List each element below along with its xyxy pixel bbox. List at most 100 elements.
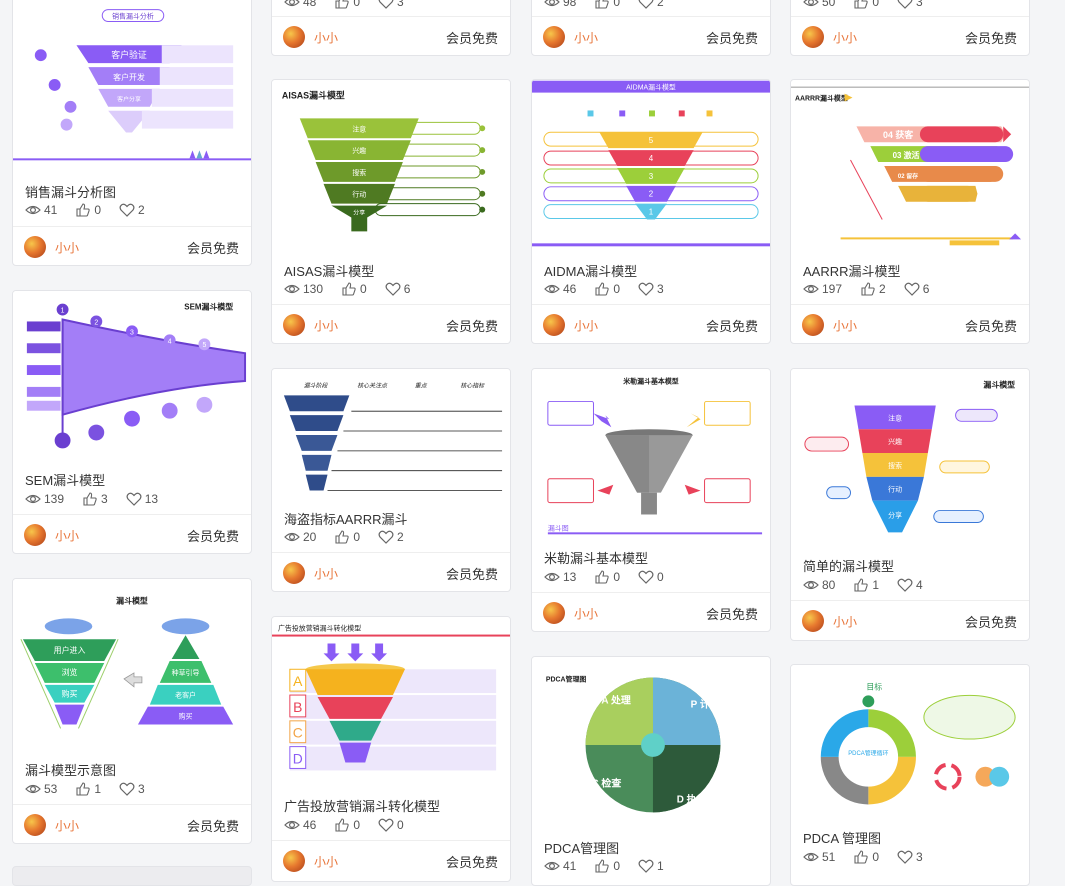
avatar[interactable]	[24, 524, 46, 546]
template-card[interactable]: AISAS漏斗模型 注意 兴趣 搜索 行动 分享 AISAS漏斗模型 130 0	[271, 79, 511, 344]
heart-icon[interactable]	[638, 859, 654, 873]
heart-icon[interactable]	[638, 0, 654, 9]
card-title[interactable]: 销售漏斗分析图	[25, 185, 117, 200]
thumbs-up-icon[interactable]	[334, 530, 350, 544]
template-card[interactable]: 广告投放营销漏斗转化模型 A B C D 广告投放营销漏斗转化模型 46	[271, 616, 511, 882]
thumbs-up-icon[interactable]	[594, 0, 610, 9]
thumbs-up-icon[interactable]	[860, 282, 876, 296]
thumb-letter-c: C	[293, 725, 303, 741]
heart-icon[interactable]	[385, 282, 401, 296]
card-stats: 41 0 1	[544, 857, 682, 875]
avatar[interactable]	[24, 814, 46, 836]
thumbs-up-icon[interactable]	[334, 0, 350, 9]
author-name[interactable]: 小小	[314, 855, 339, 869]
heart-icon[interactable]	[119, 782, 135, 796]
template-card[interactable]: 漏斗模型 用户进入 浏览 购买 种草引导 老客户 购买 漏斗模型示意图 53 1…	[12, 578, 252, 844]
card-thumbnail[interactable]: 漏斗模型 用户进入 浏览 购买 种草引导 老客户 购买	[13, 579, 251, 749]
card-title[interactable]: PDCA 管理图	[803, 831, 882, 846]
avatar[interactable]	[802, 26, 824, 48]
heart-icon[interactable]	[897, 578, 913, 592]
card-thumbnail[interactable]: 米勒漏斗基本模型 漏斗图	[532, 369, 770, 537]
author-name[interactable]: 小小	[574, 607, 599, 621]
template-card[interactable]: PDCA管理图 P 计划 D 执行 C 检查 A 处理 PDCA管理图 41 0…	[531, 656, 771, 886]
card-thumbnail[interactable]: 漏斗阶段 核心关注点 重点 核心指标	[272, 369, 510, 499]
card-title[interactable]: AISAS漏斗模型	[284, 264, 375, 279]
author-name[interactable]: 小小	[314, 319, 339, 333]
author-name[interactable]: 小小	[55, 819, 80, 833]
heart-icon[interactable]	[378, 0, 394, 9]
template-card[interactable]: 销售漏斗分析 客户验证 客户开发 客户分享 销售漏斗分析图 41 0 2	[12, 0, 252, 266]
avatar[interactable]	[802, 314, 824, 336]
template-card[interactable]: AIDMA漏斗模型 5 4 3 2 1 AIDMA漏斗模型 46 0	[531, 79, 771, 344]
heart-icon[interactable]	[126, 492, 142, 506]
card-thumbnail[interactable]: 目标 PDCA管理循环	[791, 665, 1029, 819]
card-title[interactable]: PDCA管理图	[544, 841, 620, 856]
author-name[interactable]: 小小	[314, 31, 339, 45]
avatar[interactable]	[543, 314, 565, 336]
heart-icon[interactable]	[638, 570, 654, 584]
avatar[interactable]	[283, 26, 305, 48]
heart-icon[interactable]	[378, 530, 394, 544]
thumbs-up-icon[interactable]	[594, 282, 610, 296]
heart-icon[interactable]	[119, 203, 135, 217]
heart-icon[interactable]	[904, 282, 920, 296]
card-thumbnail[interactable]: PDCA管理图 P 计划 D 执行 C 检查 A 处理	[532, 657, 770, 829]
card-title[interactable]: 漏斗模型示意图	[25, 763, 117, 778]
template-card[interactable]: 98 0 2 小小 会员免费	[531, 0, 771, 56]
author-name[interactable]: 小小	[833, 31, 858, 45]
author-name[interactable]: 小小	[55, 529, 80, 543]
card-thumbnail[interactable]: 广告投放营销漏斗转化模型 A B C D	[272, 617, 510, 787]
thumbs-up-icon[interactable]	[75, 782, 91, 796]
card-thumbnail[interactable]: AIDMA漏斗模型 5 4 3 2 1	[532, 80, 770, 250]
template-card[interactable]: 50 0 3 小小 会员免费	[790, 0, 1030, 56]
author-name[interactable]: 小小	[833, 319, 858, 333]
avatar[interactable]	[283, 562, 305, 584]
template-card[interactable]: 漏斗模型 注意 兴趣 搜索 行动 分享 简单的漏斗模型 80 1 4 小小 会员…	[790, 368, 1030, 641]
template-card[interactable]: 48 0 3 小小 会员免费	[271, 0, 511, 56]
template-card[interactable]: 米勒漏斗基本模型 漏斗图 米勒漏斗基本模型 13 0 0 小小 会员免费	[531, 368, 771, 632]
heart-icon[interactable]	[897, 0, 913, 9]
heart-icon[interactable]	[897, 850, 913, 864]
author-name[interactable]: 小小	[574, 319, 599, 333]
author-name[interactable]: 小小	[833, 615, 858, 629]
avatar[interactable]	[283, 850, 305, 872]
thumbs-up-icon[interactable]	[594, 859, 610, 873]
thumbs-up-icon[interactable]	[341, 282, 357, 296]
card-thumbnail[interactable]: SEM漏斗模型 1 2 3 4 5	[13, 291, 251, 461]
card-thumbnail[interactable]: AARRR漏斗模型 04 获客 03 激活 02 留存	[791, 80, 1029, 250]
avatar[interactable]	[24, 236, 46, 258]
template-card[interactable]: 漏斗阶段 核心关注点 重点 核心指标 海盗指标AARRR漏斗 20 0 2 小小…	[271, 368, 511, 592]
card-title[interactable]: AARRR漏斗模型	[803, 264, 901, 279]
template-card[interactable]: AARRR漏斗模型 04 获客 03 激活 02 留存 AARRR漏斗模型 19…	[790, 79, 1030, 344]
thumbs-up-icon[interactable]	[594, 570, 610, 584]
card-thumbnail[interactable]: 销售漏斗分析 客户验证 客户开发 客户分享	[13, 0, 251, 165]
thumbs-up-icon[interactable]	[75, 203, 91, 217]
thumbs-up-icon[interactable]	[82, 492, 98, 506]
thumbs-up-icon[interactable]	[853, 850, 869, 864]
author-name[interactable]: 小小	[574, 31, 599, 45]
thumb-level-3: 客户分享	[117, 95, 141, 103]
avatar[interactable]	[543, 602, 565, 624]
card-thumbnail[interactable]: 漏斗模型 注意 兴趣 搜索 行动 分享	[791, 369, 1029, 547]
thumbs-up-icon[interactable]	[853, 578, 869, 592]
avatar[interactable]	[802, 610, 824, 632]
card-thumbnail[interactable]: AISAS漏斗模型 注意 兴趣 搜索 行动 分享	[272, 80, 510, 248]
heart-icon[interactable]	[638, 282, 654, 296]
thumbs-up-icon[interactable]	[853, 0, 869, 9]
avatar[interactable]	[543, 26, 565, 48]
thumb-letter-d: D	[293, 750, 303, 766]
thumbs-up-icon[interactable]	[334, 818, 350, 832]
template-card[interactable]: 目标 PDCA管理循环 PDCA 管理图 51 0 3	[790, 664, 1030, 886]
author-name[interactable]: 小小	[314, 567, 339, 581]
template-card[interactable]: SEM漏斗模型 1 2 3 4 5 SEM漏斗模型 139	[12, 290, 252, 554]
template-card-partial[interactable]	[12, 866, 252, 886]
card-title[interactable]: AIDMA漏斗模型	[544, 264, 638, 279]
avatar[interactable]	[283, 314, 305, 336]
author-name[interactable]: 小小	[55, 241, 80, 255]
card-title[interactable]: 米勒漏斗基本模型	[544, 551, 649, 566]
card-title[interactable]: 简单的漏斗模型	[803, 559, 895, 574]
heart-icon[interactable]	[378, 818, 394, 832]
card-title[interactable]: 海盗指标AARRR漏斗	[284, 512, 408, 527]
card-title[interactable]: 广告投放营销漏斗转化模型	[284, 799, 441, 814]
card-title[interactable]: SEM漏斗模型	[25, 473, 106, 488]
